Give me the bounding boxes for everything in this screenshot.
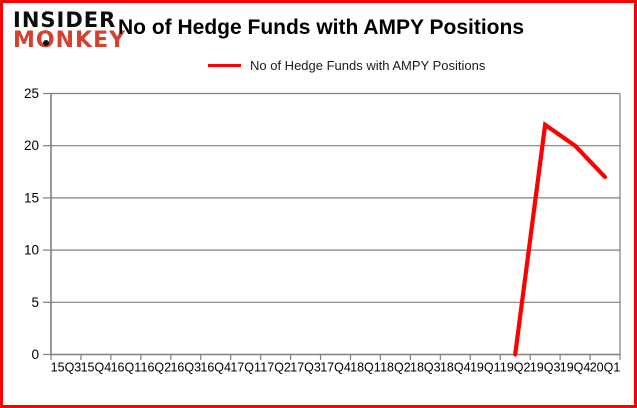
x-tick-label-16Q2: 16Q2 [141,361,172,375]
x-tick-label-17Q1: 17Q1 [230,361,261,375]
x-tick-label-16Q1: 16Q1 [111,361,142,375]
chart-title: No of Hedge Funds with AMPY Positions [118,16,525,39]
x-tick-label-19Q4: 19Q4 [560,361,591,375]
x-tick-label-18Q2: 18Q2 [380,361,411,375]
x-tick-label-20Q1: 20Q1 [590,361,621,375]
x-tick-label-18Q3: 18Q3 [410,361,441,375]
x-tick-label-17Q2: 17Q2 [260,361,291,375]
x-tick-label-15Q3: 15Q3 [51,361,82,375]
x-tick-label-18Q1: 18Q1 [350,361,381,375]
y-tick-label-10: 10 [24,243,39,258]
x-tick-label-15Q4: 15Q4 [81,361,112,375]
series-line [513,121,608,357]
legend-line-swatch [208,63,241,68]
x-tick-label-17Q3: 17Q3 [290,361,321,375]
x-tick-label-16Q3: 16Q3 [170,361,201,375]
y-tick-label-5: 5 [31,295,39,310]
legend-label: No of Hedge Funds with AMPY Positions [250,58,486,73]
x-tick-label-19Q3: 19Q3 [530,361,561,375]
y-tick-label-15: 15 [24,190,39,205]
y-tick-label-25: 25 [24,86,39,101]
monkey-eye-icon: O [35,27,56,53]
y-tick-label-20: 20 [24,138,39,153]
x-tick-label-16Q4: 16Q4 [200,361,231,375]
x-tick-label-18Q4: 18Q4 [440,361,471,375]
x-tick-label-17Q4: 17Q4 [320,361,351,375]
x-tick-label-19Q1: 19Q1 [470,361,501,375]
legend: No of Hedge Funds with AMPY Positions [208,58,485,73]
x-tick-label-19Q2: 19Q2 [500,361,531,375]
y-tick-label-0: 0 [31,347,39,362]
logo-word-insider: INSIDER [13,8,117,32]
insider-monkey-logo: INSIDER MONKEY [13,8,127,53]
logo-word-monkey: MONKEY [13,27,127,53]
